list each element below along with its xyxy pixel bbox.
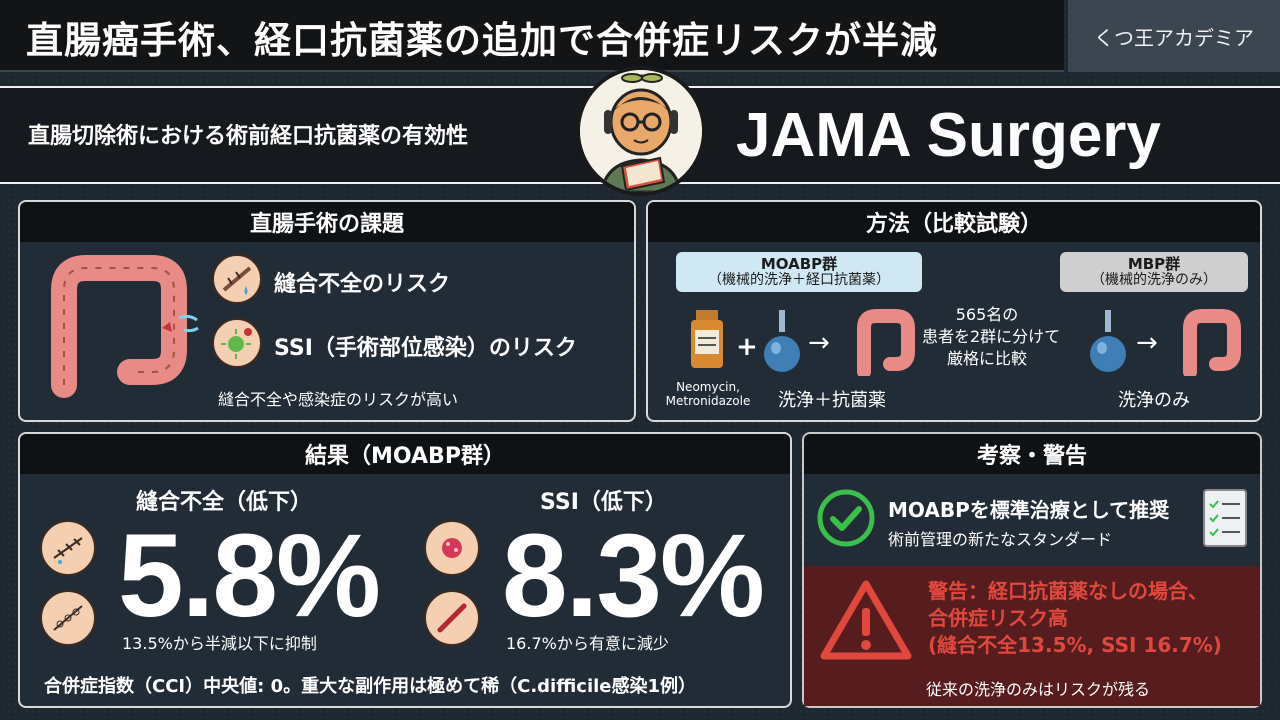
warning-line2: 合併症リスク高	[928, 606, 1068, 630]
checklist-document-icon	[1203, 489, 1247, 547]
result-panel: 結果（MOABP群）	[18, 432, 792, 708]
center-line2: 患者を2群に分けて	[922, 327, 1061, 346]
leak-note: 13.5%から半減以下に抑制	[122, 634, 317, 653]
result-panel-heading: 結果（MOABP群）	[20, 434, 790, 474]
ssi-title: SSI（低下）	[540, 490, 667, 515]
enema-bulb-b-icon	[1090, 310, 1126, 372]
torn-suture-icon	[212, 254, 262, 304]
stitch-icon	[40, 590, 96, 646]
method-center-text: 565名の 患者を2群に分けて 厳格に比較	[922, 304, 1061, 370]
issue-panel-heading: 直腸手術の課題	[20, 202, 634, 242]
group-moabp-caption: 洗浄＋抗菌薬	[778, 390, 886, 411]
warning-footer: 従来の洗浄のみはリスクが残る	[926, 680, 1151, 699]
group-mbp-box: MBP群 （機械的洗浄のみ）	[1060, 252, 1248, 292]
bacteria-icon	[212, 318, 262, 368]
method-panel: 方法（比較試験）	[646, 200, 1262, 422]
result-footer: 合併症指数（CCI）中央値: 0。重大な副作用は極めて稀（C.difficile…	[44, 676, 697, 697]
group-mbp-name: MBP群	[1127, 255, 1181, 273]
arrow-a: →	[808, 328, 830, 358]
method-panel-heading: 方法（比較試験）	[648, 202, 1260, 242]
group-mbp-detail: （機械的洗浄のみ）	[1091, 272, 1217, 288]
subtitle: 直腸切除術における術前経口抗菌薬の有効性	[28, 124, 469, 149]
recommend-title: MOABPを標準治療として推奨	[888, 498, 1170, 522]
page-title: 直腸癌手術、経口抗菌薬の追加で合併症リスクが半減	[26, 19, 938, 62]
center-line1: 565名の	[955, 305, 1019, 324]
brand-badge: くつ王アカデミア	[1068, 0, 1280, 72]
colon-small-icon	[857, 309, 915, 376]
leak-title: 縫合不全（低下）	[136, 490, 313, 515]
brand-name: くつ王アカデミア	[1094, 25, 1254, 50]
suture-icon	[40, 520, 96, 576]
wound-icon	[424, 590, 480, 646]
discussion-panel-heading: 考察・警告	[804, 434, 1260, 474]
drug-label-line1: Neomycin,	[676, 380, 740, 394]
mascot-illustration	[576, 66, 706, 196]
ssi-note: 16.7%から有意に減少	[506, 634, 669, 653]
warning-line1: 警告：経口抗菌薬なしの場合、	[928, 579, 1208, 603]
group-moabp-detail: （機械的洗浄＋経口抗菌薬）	[708, 272, 890, 288]
enema-bulb-icon	[764, 310, 800, 372]
mascot-icon	[580, 70, 702, 192]
arrow-b: →	[1136, 328, 1158, 358]
recommend-sub: 術前管理の新たなスタンダード	[888, 530, 1113, 549]
warning-line3: (縫合不全13.5%, SSI 16.7%)	[928, 633, 1222, 657]
infection-icon	[424, 520, 480, 576]
colon-small-b-icon	[1183, 309, 1241, 376]
risk-ssi-label: SSI（手術部位感染）のリスク	[274, 336, 577, 361]
check-circle-icon	[817, 489, 875, 547]
drug-label-line2: Metronidazole	[665, 394, 751, 408]
issue-note: 縫合不全や感染症のリスクが高い	[218, 390, 459, 409]
center-line3: 厳格に比較	[946, 349, 1027, 368]
drug-label: Neomycin, Metronidazole	[662, 380, 754, 408]
journal-name: JAMA Surgery	[736, 101, 1161, 170]
group-mbp-caption: 洗浄のみ	[1118, 390, 1190, 411]
medicine-bottle-icon	[691, 310, 723, 368]
group-moabp-box: MOABP群 （機械的洗浄＋経口抗菌薬）	[676, 252, 922, 292]
risk-leak-label: 縫合不全のリスク	[274, 272, 451, 297]
warning-box	[804, 566, 1260, 706]
colon-icon	[51, 255, 199, 398]
issue-panel: 直腸手術の課題	[18, 200, 636, 422]
warning-triangle-icon	[820, 580, 912, 660]
warning-text: 警告：経口抗菌薬なしの場合、 合併症リスク高 (縫合不全13.5%, SSI 1…	[928, 578, 1222, 659]
group-moabp-name: MOABP群	[760, 255, 838, 273]
title-bar	[0, 0, 1064, 72]
leak-value: 5.8%	[118, 510, 381, 642]
plus-sign: +	[736, 332, 758, 362]
ssi-value: 8.3%	[502, 510, 765, 642]
